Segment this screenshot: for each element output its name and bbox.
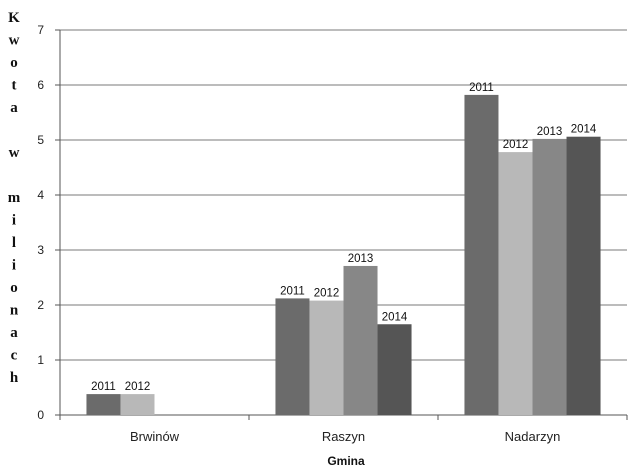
y-axis-title-letter: i	[12, 258, 16, 274]
x-category-label: Raszyn	[322, 429, 365, 444]
y-tick-label: 7	[37, 23, 44, 37]
y-axis-title-letter: o	[10, 55, 18, 71]
bar	[86, 394, 121, 415]
bar	[377, 324, 412, 415]
y-axis-title-letter: t	[12, 78, 17, 94]
bars	[86, 94, 601, 416]
y-tick-label: 5	[37, 133, 44, 147]
bar	[498, 152, 533, 415]
y-tick-label: 2	[37, 298, 44, 312]
y-axis-title-letter: a	[10, 100, 18, 116]
data-label: 2012	[503, 139, 529, 151]
y-axis-title-letter: K	[8, 10, 20, 26]
data-labels: 2011 2012 2011 2012 2013 2014 2011 2012 2013 2014	[91, 82, 597, 393]
y-axis-title-letter: w	[9, 33, 20, 49]
data-label: 2011	[91, 381, 116, 393]
bar	[566, 136, 601, 415]
x-category-label: Nadarzyn	[505, 429, 561, 444]
axes: 0 1 2 3 4 5 6 7 Brwinów Raszyn Nadarzyn	[37, 23, 628, 444]
y-axis-title-letter: h	[10, 370, 19, 386]
x-category-label: Brwinów	[130, 429, 180, 444]
y-axis-title-letter: i	[12, 213, 16, 229]
y-axis-title-letter: n	[10, 303, 19, 319]
data-label: 2014	[382, 311, 408, 323]
data-label: 2012	[314, 288, 340, 300]
bar	[275, 298, 310, 415]
data-label: 2011	[469, 82, 494, 94]
y-tick-label: 6	[37, 78, 44, 92]
y-axis-title-letter: l	[12, 235, 16, 251]
y-axis-title-letter: c	[11, 348, 18, 364]
y-tick-label: 0	[37, 408, 44, 422]
y-tick-label: 1	[37, 353, 44, 367]
bar	[464, 94, 499, 416]
bar	[120, 394, 155, 415]
data-label: 2011	[280, 285, 305, 297]
data-label: 2014	[571, 124, 597, 136]
y-axis-title-letter: o	[10, 280, 18, 296]
x-axis-title: Gmina	[327, 454, 365, 468]
data-label: 2013	[348, 253, 374, 265]
y-tick-label: 4	[37, 188, 44, 202]
bar	[343, 265, 378, 415]
y-tick-label: 3	[37, 243, 44, 257]
y-axis-title-letter: m	[8, 190, 21, 206]
bar	[532, 138, 567, 415]
y-axis-title-letter: w	[9, 145, 20, 161]
bar	[309, 300, 344, 415]
y-axis-title-letter: a	[10, 325, 18, 341]
data-label: 2013	[537, 126, 563, 138]
gridlines	[60, 29, 627, 361]
data-label: 2012	[125, 381, 151, 393]
